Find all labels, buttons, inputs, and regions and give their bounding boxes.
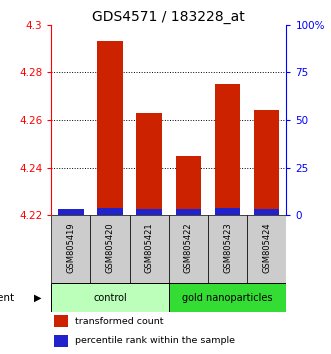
Bar (97, 41, 123, 215)
Text: control: control (93, 293, 127, 303)
Text: agent: agent (0, 293, 15, 303)
Bar (58, 210, 84, 215)
Bar (254, 209, 279, 215)
Bar (54, 335, 68, 347)
Text: GSM805421: GSM805421 (145, 222, 154, 273)
Bar (215, 209, 240, 215)
Bar (215, 84, 240, 215)
Bar (208, 215, 247, 283)
Text: percentile rank within the sample: percentile rank within the sample (75, 336, 235, 346)
Bar (254, 110, 279, 215)
Bar (97, 209, 123, 215)
Text: transformed count: transformed count (75, 316, 163, 326)
Bar (169, 215, 208, 283)
Bar (247, 215, 286, 283)
Bar (54, 315, 68, 327)
Text: GSM805420: GSM805420 (106, 222, 115, 273)
Text: ▶: ▶ (34, 293, 42, 303)
Bar (58, 209, 84, 215)
Text: GSM805424: GSM805424 (262, 222, 271, 273)
Text: GSM805423: GSM805423 (223, 222, 232, 273)
Bar (136, 209, 162, 215)
Bar (169, 283, 286, 312)
Bar (51, 215, 90, 283)
Bar (176, 209, 201, 215)
Bar (176, 156, 201, 215)
Bar (51, 283, 169, 312)
Title: GDS4571 / 183228_at: GDS4571 / 183228_at (92, 10, 245, 24)
Text: gold nanoparticles: gold nanoparticles (182, 293, 273, 303)
Bar (130, 215, 169, 283)
Bar (90, 215, 130, 283)
Text: GSM805419: GSM805419 (67, 222, 75, 273)
Bar (136, 113, 162, 215)
Text: GSM805422: GSM805422 (184, 222, 193, 273)
